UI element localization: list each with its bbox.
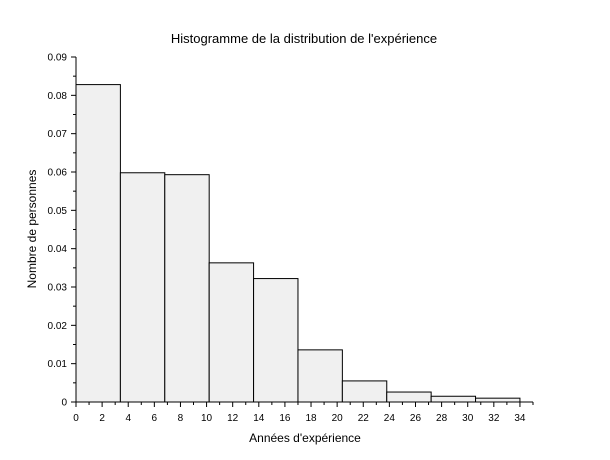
histogram-bar-9 [475,397,521,403]
x-tick-label-24: 24 [384,413,396,424]
x-tick-label-2: 2 [99,413,105,424]
x-tick-label-30: 30 [462,413,474,424]
y-tick-label-5: 0.05 [48,206,68,217]
x-tick-label-26: 26 [410,413,422,424]
x-tick-label-20: 20 [332,413,344,424]
y-tick-label-3: 0.03 [48,283,68,294]
histogram-bar-2 [164,174,210,403]
histogram-bar-8 [430,395,477,403]
y-axis-title: Nombre de personnes [25,170,39,289]
x-tick-label-22: 22 [358,413,370,424]
x-tick-label-34: 34 [514,413,526,424]
x-tick-label-16: 16 [279,413,291,424]
x-tick-label-28: 28 [436,413,448,424]
histogram-bar-7 [386,391,432,403]
histogram-bar-1 [119,172,166,403]
y-tick-label-7: 0.07 [48,129,68,140]
y-tick-label-9: 0.09 [48,53,68,64]
x-tick-label-12: 12 [227,413,239,424]
histogram-bar-4 [253,278,299,403]
histogram-bar-0 [75,84,121,403]
x-tick-label-4: 4 [125,413,131,424]
bars-group [75,84,521,403]
y-tick-label-4: 0.04 [48,244,68,255]
x-axis-title: Années d'expérience [249,431,361,445]
histogram-bar-6 [341,380,388,403]
y-tick-label-6: 0.06 [48,168,68,179]
x-tick-label-14: 14 [253,413,265,424]
y-tick-label-0: 0 [61,398,67,409]
chart-title: Histogramme de la distribution de l'expé… [171,31,437,46]
x-tick-label-32: 32 [488,413,500,424]
x-tick-label-10: 10 [201,413,213,424]
x-tick-label-0: 0 [73,413,79,424]
axes-group: 0 2 4 6 8 10 12 14 16 18 20 22 24 26 28 30 32 3400.010.02… [48,53,534,424]
y-tick-label-8: 0.08 [48,91,68,102]
x-tick-label-18: 18 [305,413,317,424]
y-tick-label-1: 0.01 [48,359,68,370]
histogram-bar-3 [208,262,255,403]
histogram-bar-5 [297,349,343,403]
y-tick-label-2: 0.02 [48,321,68,332]
x-tick-label-8: 8 [178,413,184,424]
x-tick-label-6: 6 [152,413,158,424]
